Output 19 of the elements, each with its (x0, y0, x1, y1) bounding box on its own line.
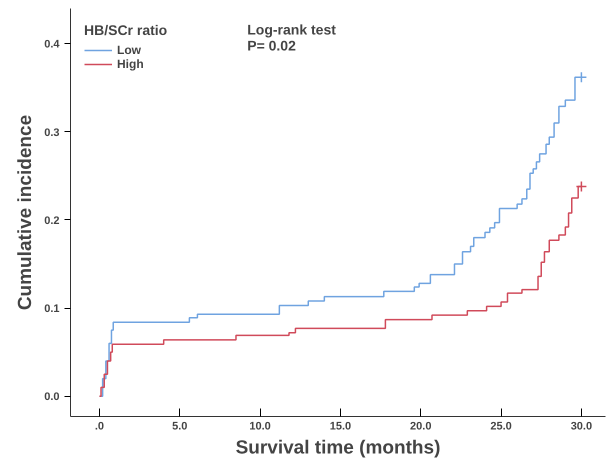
legend-label: High (117, 57, 144, 71)
x-tick-label: .0 (94, 420, 104, 432)
x-tick-label: 15.0 (330, 420, 352, 432)
x-tick-label: 25.0 (490, 420, 512, 432)
legend-label: Low (117, 43, 141, 57)
y-tick-label: 0.0 (44, 391, 60, 404)
y-tick-label: 0.3 (44, 126, 60, 139)
y-tick-label: 0.1 (44, 303, 60, 316)
y-tick-label: 0.2 (44, 214, 60, 227)
x-tick-label: 5.0 (172, 420, 188, 432)
annotation: Log-rank test (247, 22, 336, 38)
annotation: P= 0.02 (247, 38, 296, 54)
x-tick-label: 20.0 (410, 420, 432, 432)
x-axis-title: Survival time (months) (236, 438, 440, 458)
x-tick-label: 30.0 (570, 420, 592, 432)
legend-title: HB/SCr ratio (84, 22, 168, 38)
y-axis-title: Cumulative incidence (15, 114, 36, 310)
x-tick-label: 10.0 (249, 420, 271, 432)
y-tick-label: 0.4 (44, 38, 60, 51)
